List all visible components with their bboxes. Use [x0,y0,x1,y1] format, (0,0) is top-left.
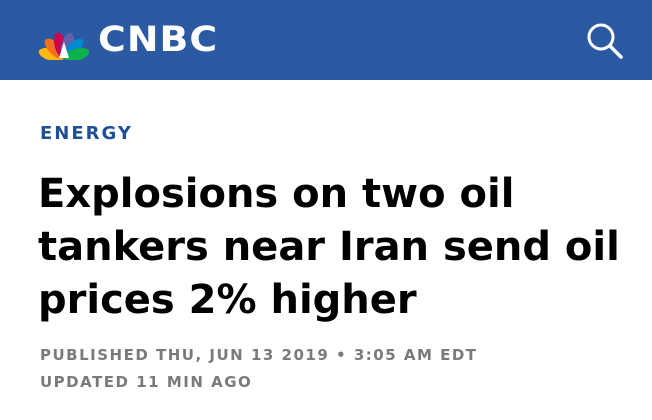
article-headline: Explosions on two oil tankers near Iran … [38,168,638,327]
search-button[interactable] [584,20,626,62]
top-nav-bar: CNBC [0,0,652,80]
headline-line: Explosions on two oil [38,171,515,217]
headline-line: prices 2% higher [38,277,417,323]
published-timestamp: PUBLISHED THU, JUN 13 2019 • 3:05 AM EDT [40,346,478,364]
search-icon [587,23,623,59]
section-label-energy[interactable]: ENERGY [40,123,133,144]
headline-line: tankers near Iran send oil [38,224,620,270]
brand-wordmark: CNBC [98,20,219,60]
updated-timestamp: UPDATED 11 MIN AGO [40,373,253,391]
cnbc-logo[interactable]: CNBC [36,20,217,60]
nbc-peacock-icon [38,32,90,60]
